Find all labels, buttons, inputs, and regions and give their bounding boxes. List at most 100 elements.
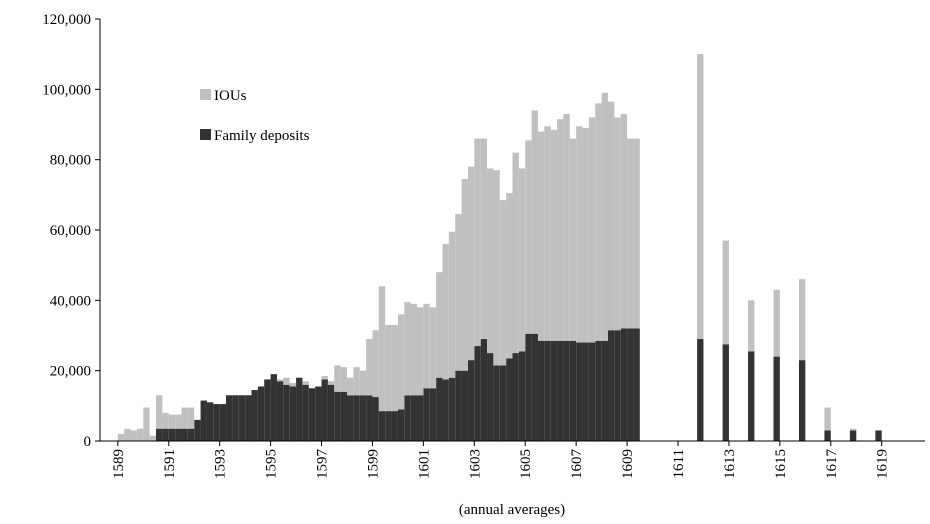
- bar: [499, 200, 507, 366]
- bar: [226, 395, 233, 441]
- y-tick-label: 40,000: [50, 293, 91, 309]
- bar: [385, 411, 392, 441]
- bar: [124, 428, 131, 441]
- bar: [276, 379, 284, 382]
- legend-swatch: [200, 129, 211, 140]
- bar: [187, 428, 195, 441]
- x-tick-label: 1613: [722, 449, 738, 479]
- bar: [117, 433, 125, 441]
- bar: [455, 214, 462, 371]
- bar: [569, 340, 577, 441]
- bar: [595, 340, 602, 441]
- bar: [525, 333, 532, 441]
- bar: [372, 330, 379, 398]
- x-axis-label: (annual averages): [459, 502, 565, 518]
- bar: [168, 428, 176, 441]
- x-tick-label: 1607: [569, 449, 585, 480]
- bar: [327, 381, 335, 385]
- bar: [378, 286, 386, 412]
- bar: [480, 138, 488, 340]
- bar: [130, 430, 137, 441]
- bar: [798, 279, 806, 361]
- bar: [595, 103, 602, 341]
- bar: [442, 379, 449, 441]
- bar: [404, 302, 411, 396]
- bar: [633, 328, 640, 441]
- bar: [391, 324, 398, 412]
- bar: [353, 367, 360, 396]
- bar: [206, 402, 214, 441]
- bar: [557, 119, 564, 341]
- bar: [506, 193, 513, 359]
- bar: [442, 244, 449, 380]
- bar: [467, 360, 475, 441]
- bar: [722, 240, 729, 345]
- bar: [175, 414, 182, 429]
- bar: [576, 126, 583, 343]
- bar: [181, 428, 188, 441]
- bar: [588, 117, 596, 343]
- bar: [607, 101, 615, 331]
- bar: [156, 428, 163, 441]
- bar: [620, 113, 628, 329]
- bar: [493, 365, 500, 441]
- bar: [773, 356, 780, 441]
- bar: [722, 344, 729, 441]
- bar: [563, 113, 570, 341]
- bar: [506, 358, 513, 441]
- bar: [448, 231, 456, 378]
- bar: [849, 430, 857, 441]
- bar: [264, 379, 271, 441]
- y-tick-label: 20,000: [50, 364, 91, 380]
- bar: [557, 340, 564, 441]
- bar: [156, 395, 163, 429]
- bar: [378, 411, 386, 441]
- bar: [423, 388, 430, 441]
- bar: [512, 152, 519, 354]
- bar: [276, 381, 284, 441]
- bar: [601, 92, 608, 341]
- bar: [334, 365, 341, 392]
- legend-label: IOUs: [214, 88, 247, 104]
- bar: [849, 428, 857, 431]
- bar: [213, 404, 220, 441]
- bar: [467, 166, 475, 361]
- bar: [359, 370, 367, 396]
- bar: [512, 353, 519, 441]
- x-tick-label: 1597: [315, 449, 331, 480]
- x-tick-label: 1619: [875, 449, 891, 479]
- bar: [461, 179, 468, 371]
- bar: [614, 117, 621, 331]
- bar: [417, 395, 424, 441]
- bar: [576, 342, 583, 441]
- bar: [245, 395, 252, 441]
- bar: [461, 370, 468, 441]
- bar: [824, 407, 831, 431]
- x-tick-label: 1599: [365, 449, 381, 479]
- bar: [525, 140, 532, 334]
- bar: [308, 388, 316, 441]
- bar: [296, 377, 303, 441]
- legend-label: Family deposits: [214, 128, 310, 144]
- bar: [436, 272, 443, 378]
- x-tick-label: 1605: [518, 449, 534, 479]
- bar: [321, 375, 328, 380]
- bar: [346, 395, 354, 441]
- bar: [270, 374, 277, 441]
- bar: [601, 340, 608, 441]
- bar: [448, 377, 456, 441]
- bar: [334, 391, 341, 441]
- bar: [607, 330, 615, 441]
- bar: [633, 138, 640, 329]
- bar: [302, 384, 309, 441]
- bar: [283, 377, 290, 385]
- bar: [537, 340, 545, 441]
- bar: [518, 351, 526, 441]
- bar: [550, 340, 558, 441]
- y-tick-label: 0: [84, 434, 92, 450]
- bar: [487, 168, 494, 354]
- bar: [238, 395, 246, 441]
- bar: [327, 384, 335, 441]
- bar: [614, 330, 621, 441]
